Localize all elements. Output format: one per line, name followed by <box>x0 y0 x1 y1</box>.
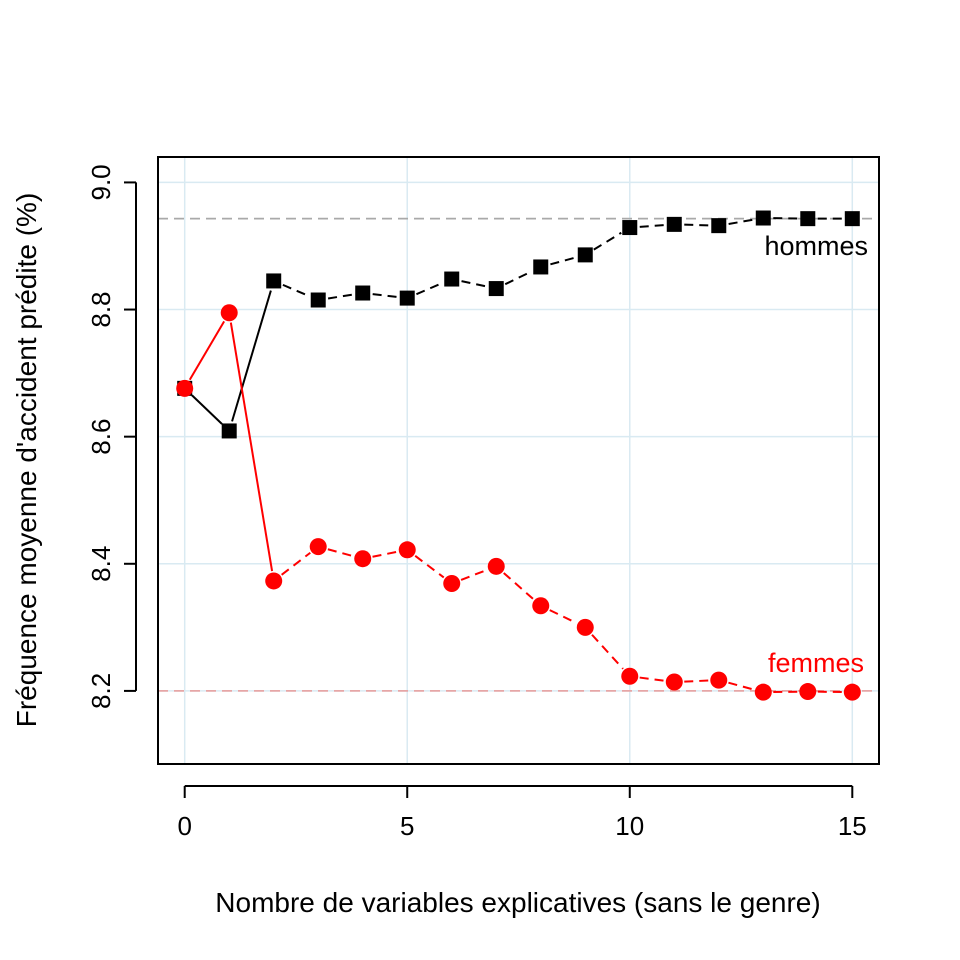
point-femmes <box>265 572 283 590</box>
series-femmes <box>176 304 861 701</box>
series-line-segment <box>231 290 272 422</box>
point-hommes <box>666 216 682 232</box>
y-tick-label: 8.6 <box>86 419 116 455</box>
series-line-segment <box>550 256 576 266</box>
point-femmes <box>398 541 416 559</box>
series-line-segment <box>549 609 577 624</box>
series-line-segment <box>460 568 488 581</box>
point-femmes <box>176 379 194 397</box>
series-line-segment <box>591 634 624 670</box>
series-line-segment <box>593 231 622 251</box>
point-hommes <box>533 259 549 275</box>
series-line-segment <box>504 270 533 286</box>
point-hommes <box>577 247 593 263</box>
point-hommes <box>488 281 504 297</box>
point-hommes <box>355 285 371 301</box>
series-label-femmes: femmes <box>768 648 864 678</box>
series-line-segment <box>728 218 754 225</box>
point-femmes <box>532 597 550 615</box>
series-line-segment <box>282 283 310 297</box>
point-femmes <box>843 683 861 701</box>
series-line-segment <box>684 679 709 683</box>
y-tick-label: 8.2 <box>86 673 116 709</box>
point-hommes <box>711 218 727 234</box>
point-femmes <box>710 671 728 689</box>
x-tick-label: 15 <box>838 811 867 841</box>
point-hommes <box>800 211 816 227</box>
series-line-segment <box>188 320 226 381</box>
point-hommes <box>844 211 860 227</box>
point-femmes <box>665 673 683 691</box>
y-tick-label: 8.8 <box>86 291 116 327</box>
series-line-segment <box>503 572 534 600</box>
series-line-segment <box>191 394 223 425</box>
point-hommes <box>399 290 415 306</box>
series-label-hommes: hommes <box>764 231 868 261</box>
series-line-segment <box>229 322 274 572</box>
x-tick-label: 0 <box>177 811 191 841</box>
point-hommes <box>755 210 771 226</box>
series-line-segment <box>327 548 354 558</box>
x-tick-label: 5 <box>400 811 414 841</box>
series-line-segment <box>461 280 487 288</box>
y-tick-label: 8.4 <box>86 546 116 582</box>
point-femmes <box>754 683 772 701</box>
series-line-segment <box>639 224 665 228</box>
point-femmes <box>487 557 505 575</box>
axes: 0 5 10 15 8.2 8.4 8.6 8.8 9.0 <box>86 164 867 841</box>
series-layer <box>176 210 861 701</box>
series-line-segment <box>639 676 665 682</box>
point-femmes <box>309 538 327 556</box>
point-femmes <box>354 550 372 568</box>
series-line-segment <box>414 555 445 579</box>
y-tick-label: 9.0 <box>86 164 116 200</box>
point-femmes <box>576 618 594 636</box>
series-line-segment <box>684 223 709 227</box>
series-line-segment <box>372 550 398 558</box>
point-femmes <box>799 683 817 701</box>
series-line-segment <box>728 681 754 691</box>
point-hommes <box>266 273 282 289</box>
point-hommes <box>444 271 460 287</box>
x-axis-title: Nombre de variables explicatives (sans l… <box>215 887 820 918</box>
series-line-segment <box>416 282 443 296</box>
series-line-segment <box>372 293 398 298</box>
point-hommes <box>221 423 237 439</box>
series-line-segment <box>281 551 311 576</box>
point-femmes <box>220 304 238 322</box>
y-axis-title: Fréquence moyenne d'accident prédite (%) <box>11 193 42 728</box>
point-hommes <box>622 220 638 236</box>
point-hommes <box>310 292 326 308</box>
plot-frame <box>157 156 880 765</box>
series-line-segment <box>327 293 354 300</box>
point-femmes <box>621 667 639 685</box>
x-tick-label: 10 <box>615 811 644 841</box>
point-femmes <box>443 574 461 592</box>
